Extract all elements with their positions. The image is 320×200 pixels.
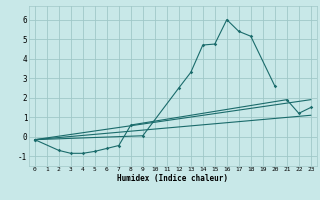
X-axis label: Humidex (Indice chaleur): Humidex (Indice chaleur)	[117, 174, 228, 183]
